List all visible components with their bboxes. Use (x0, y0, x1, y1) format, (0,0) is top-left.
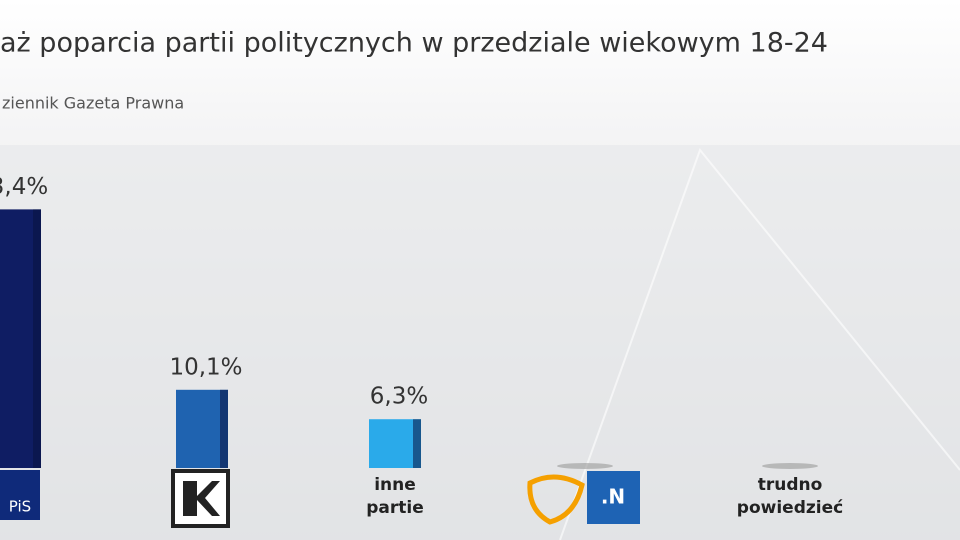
bar-side (220, 389, 228, 468)
chart-title: aż poparcia partii politycznych w przedz… (0, 28, 828, 59)
bar-side (413, 419, 421, 468)
x-tick-label: trudno powiedzieć (737, 475, 843, 518)
decor (559, 147, 960, 540)
bar (176, 389, 228, 468)
kukiz-mark (183, 481, 220, 516)
pis-logo (0, 470, 40, 520)
value-label: 10,1% (169, 354, 242, 380)
po-logo (527, 474, 585, 525)
value-label: 6,3% (370, 384, 428, 410)
value-label: 3,4% (0, 174, 48, 200)
shadow (557, 463, 613, 469)
shadow (762, 463, 818, 469)
panel (0, 145, 960, 540)
n-logo (587, 471, 640, 524)
x-tick-label: inne partie (366, 475, 424, 518)
x-tick-label: PiS (9, 498, 31, 516)
bar (369, 419, 421, 468)
subtitle: ziennik Gazeta Prawna (2, 94, 184, 113)
x-tick-label: .N (601, 485, 625, 509)
bar-side (33, 209, 41, 469)
